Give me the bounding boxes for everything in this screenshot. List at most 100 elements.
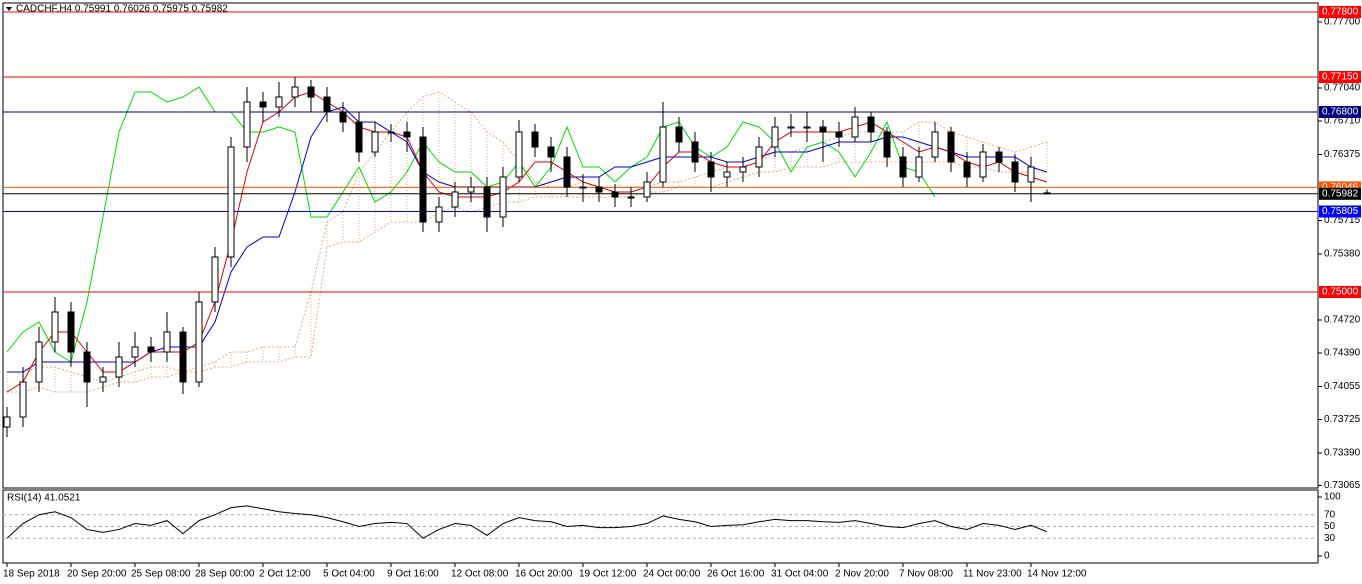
x-tick-label: 31 Oct 04:00 (771, 569, 829, 580)
level-label-bg (1319, 286, 1361, 298)
candle-body (179, 331, 187, 383)
x-tick-label: 28 Sep 00:00 (195, 569, 255, 580)
candle-body (1011, 161, 1019, 183)
candle-body (307, 86, 315, 98)
candle-body (467, 186, 475, 193)
candle-body (499, 176, 507, 218)
level-label-bg (1319, 205, 1361, 218)
candle-body (275, 96, 283, 108)
y-tick-label: 0.75380 (1324, 249, 1361, 260)
level-label: 0.77800 (1322, 7, 1359, 18)
candle-body (771, 126, 779, 148)
level-label: 0.75805 (1322, 206, 1359, 217)
x-tick-label: 26 Oct 16:00 (707, 569, 765, 580)
candle-body (883, 131, 891, 158)
candle-body (3, 416, 11, 428)
x-tick-label: 7 Nov 08:00 (899, 569, 953, 580)
y-tick-label: 0.77040 (1324, 83, 1361, 94)
candle-body (627, 196, 635, 199)
x-tick-label: 12 Oct 08:00 (451, 569, 509, 580)
candle-body (803, 126, 811, 129)
candle-body (291, 86, 299, 98)
candle-body (403, 131, 411, 138)
level-label-bg (1319, 106, 1361, 118)
x-tick-label: 24 Oct 00:00 (643, 569, 701, 580)
candle-body (323, 96, 331, 113)
x-tick-label: 16 Oct 20:00 (515, 569, 573, 580)
candle-body (675, 126, 683, 143)
candle-body (739, 166, 747, 173)
candle-body (339, 111, 347, 123)
cloud-edge (7, 91, 1048, 383)
level-label: 0.76046 (1322, 182, 1359, 193)
y-tick-label: 0.74055 (1324, 381, 1361, 392)
candle-body (259, 101, 267, 108)
candle-body (899, 156, 907, 178)
main-panel (2, 2, 1319, 489)
candle-body (691, 141, 699, 163)
candle-body (83, 351, 91, 383)
level-label-bg (1319, 6, 1361, 18)
y-tick-label: 0.76710 (1324, 116, 1361, 127)
candle-body (579, 186, 587, 189)
candle-body (1043, 192, 1051, 195)
candle-body (451, 191, 459, 208)
candle-body (227, 146, 235, 258)
candle-body (915, 156, 923, 178)
level-label-bg (1319, 71, 1361, 83)
candle-body (707, 161, 715, 178)
x-tick-label: 11 Nov 23:00 (963, 569, 1022, 580)
candle-body (931, 131, 939, 158)
candle-body (19, 381, 27, 418)
candle-body (515, 131, 523, 178)
candle-body (835, 131, 843, 138)
x-tick-label: 20 Sep 20:00 (67, 569, 127, 580)
candle-body (563, 156, 571, 188)
candle-body (419, 136, 427, 223)
candle-body (371, 131, 379, 153)
rsi-tick-label: 100 (1324, 492, 1341, 503)
level-label: 0.76800 (1322, 107, 1359, 118)
rsi-tick-label: 0 (1324, 551, 1330, 562)
x-tick-label: 18 Sep 2018 (3, 569, 60, 580)
candle-body (963, 161, 971, 178)
y-tick-label: 0.75715 (1324, 215, 1361, 226)
candle-body (67, 311, 75, 353)
candle-body (99, 376, 107, 383)
candle-body (867, 116, 875, 133)
x-tick-label: 5 Oct 04:00 (323, 569, 375, 580)
candle-body (755, 146, 763, 168)
candle-body (1027, 166, 1035, 183)
candle-body (995, 151, 1003, 163)
candle-body (355, 121, 363, 153)
candle-body (611, 191, 619, 198)
y-tick-label: 0.73725 (1324, 414, 1361, 425)
candle-body (723, 171, 731, 178)
rsi-title: RSI(14) 41.0521 (7, 493, 81, 504)
chart-title: CADCHF,H4 0.75991 0.76026 0.75975 0.7598… (16, 4, 228, 15)
indicator-line (6, 86, 936, 363)
level-label: 0.75000 (1322, 287, 1359, 298)
rsi-line (6, 505, 1048, 539)
candle-body (643, 181, 651, 198)
candle-body (547, 146, 555, 158)
rsi-tick-label: 50 (1324, 521, 1336, 532)
collapse-arrow[interactable] (6, 7, 12, 11)
cloud-edge (7, 161, 1047, 393)
y-tick-label: 0.77700 (1324, 17, 1361, 28)
candle-body (947, 131, 955, 163)
x-tick-label: 9 Oct 16:00 (387, 569, 439, 580)
candle-body (483, 186, 491, 218)
candle-body (243, 101, 251, 148)
rsi-tick-label: 30 (1324, 533, 1336, 544)
x-tick-label: 19 Oct 12:00 (579, 569, 637, 580)
candle-body (435, 206, 443, 223)
x-tick-label: 25 Sep 08:00 (131, 569, 191, 580)
candle-body (387, 131, 395, 134)
candle-body (147, 346, 155, 353)
rsi-tick-label: 70 (1324, 509, 1336, 520)
y-tick-label: 0.73390 (1324, 448, 1361, 459)
x-tick-label: 14 Nov 12:00 (1027, 569, 1087, 580)
candle-body (35, 341, 43, 383)
